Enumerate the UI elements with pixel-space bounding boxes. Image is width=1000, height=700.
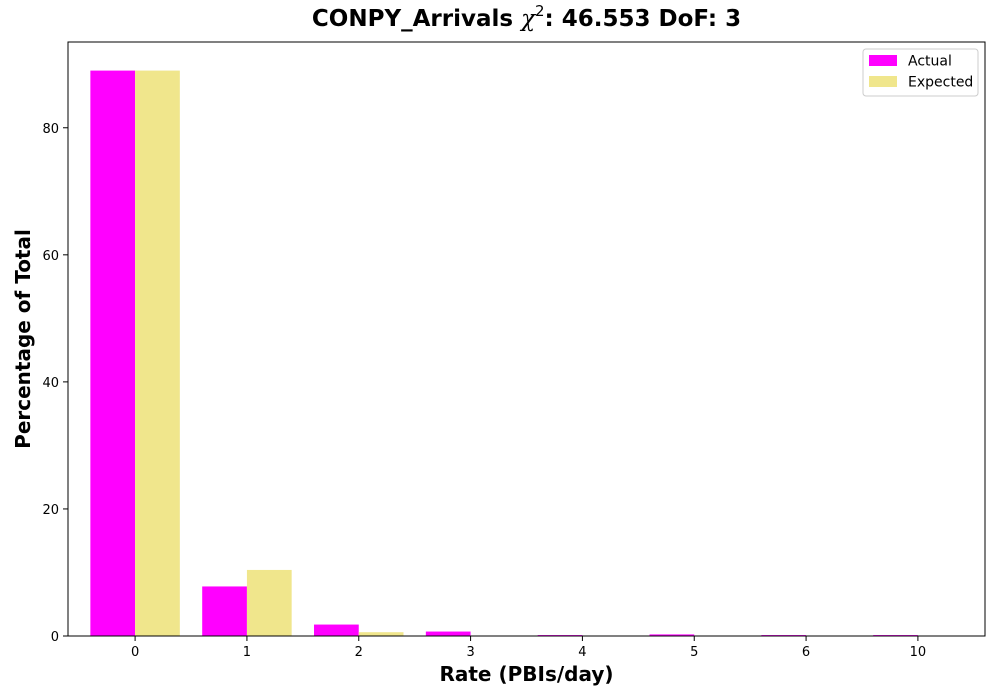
y-tick-label-20: 20 <box>42 503 59 518</box>
y-axis-label: Percentage of Total <box>11 229 35 449</box>
chart-title-superscript: 2 <box>535 2 545 20</box>
chart-title-prefix: CONPY_Arrivals <box>311 6 522 32</box>
bars-group <box>90 70 918 637</box>
bar-actual-0 <box>90 70 136 637</box>
plot-frame <box>67 41 986 637</box>
bar-expected-1 <box>246 569 292 636</box>
legend-swatch-actual <box>869 55 897 66</box>
y-tick-label-60: 60 <box>42 249 59 264</box>
x-tick-label-10: 10 <box>910 645 927 660</box>
x-tick-label-1: 1 <box>243 645 251 660</box>
y-tick-label-80: 80 <box>42 122 59 137</box>
bar-actual-1 <box>202 586 247 636</box>
x-tick-label-3: 3 <box>466 645 474 660</box>
x-tick-label-4: 4 <box>578 645 586 660</box>
x-tick-label-6: 6 <box>802 645 810 660</box>
y-tick-label-40: 40 <box>42 376 59 391</box>
x-axis: 0 1 2 3 4 5 6 10 <box>131 636 926 660</box>
bar-actual-5 <box>649 634 695 636</box>
x-tick-label-5: 5 <box>690 645 698 660</box>
bar-expected-0 <box>135 70 180 637</box>
y-axis: 0 20 40 60 80 <box>42 122 68 645</box>
legend: Actual Expected <box>862 48 979 97</box>
x-axis-label: Rate (PBIs/day) <box>439 662 613 686</box>
chart-title: CONPY_Arrivals χ2: 46.553 DoF: 3 <box>0 4 1000 33</box>
chart-title-symbol: χ <box>521 6 535 32</box>
chart-title-suffix: : 46.553 DoF: 3 <box>544 6 742 32</box>
bar-actual-3 <box>425 631 471 636</box>
legend-label-expected: Expected <box>908 75 973 91</box>
bar-expected-2 <box>358 632 404 636</box>
x-tick-label-0: 0 <box>131 645 139 660</box>
legend-label-actual: Actual <box>908 54 952 70</box>
bar-actual-2 <box>314 624 359 636</box>
x-tick-label-2: 2 <box>355 645 363 660</box>
y-tick-label-0: 0 <box>51 630 59 645</box>
legend-swatch-expected <box>869 76 897 87</box>
